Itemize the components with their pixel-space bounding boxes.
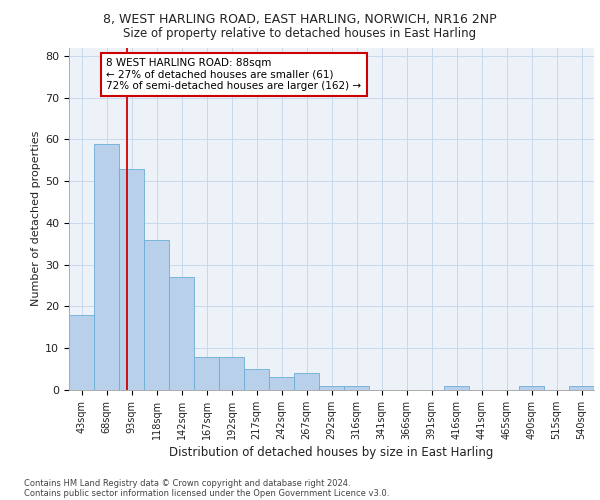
Bar xyxy=(569,386,594,390)
Bar xyxy=(244,369,269,390)
Bar xyxy=(444,386,469,390)
Bar xyxy=(194,356,219,390)
X-axis label: Distribution of detached houses by size in East Harling: Distribution of detached houses by size … xyxy=(169,446,494,459)
Bar xyxy=(294,374,319,390)
Bar xyxy=(119,168,144,390)
Bar xyxy=(219,356,244,390)
Bar xyxy=(144,240,169,390)
Text: Size of property relative to detached houses in East Harling: Size of property relative to detached ho… xyxy=(124,28,476,40)
Bar xyxy=(169,277,194,390)
Bar xyxy=(519,386,544,390)
Y-axis label: Number of detached properties: Number of detached properties xyxy=(31,131,41,306)
Text: 8, WEST HARLING ROAD, EAST HARLING, NORWICH, NR16 2NP: 8, WEST HARLING ROAD, EAST HARLING, NORW… xyxy=(103,12,497,26)
Bar xyxy=(344,386,369,390)
Text: Contains HM Land Registry data © Crown copyright and database right 2024.: Contains HM Land Registry data © Crown c… xyxy=(24,478,350,488)
Text: 8 WEST HARLING ROAD: 88sqm
← 27% of detached houses are smaller (61)
72% of semi: 8 WEST HARLING ROAD: 88sqm ← 27% of deta… xyxy=(107,58,362,91)
Bar xyxy=(69,315,94,390)
Bar xyxy=(319,386,344,390)
Bar xyxy=(94,144,119,390)
Text: Contains public sector information licensed under the Open Government Licence v3: Contains public sector information licen… xyxy=(24,488,389,498)
Bar xyxy=(269,378,294,390)
